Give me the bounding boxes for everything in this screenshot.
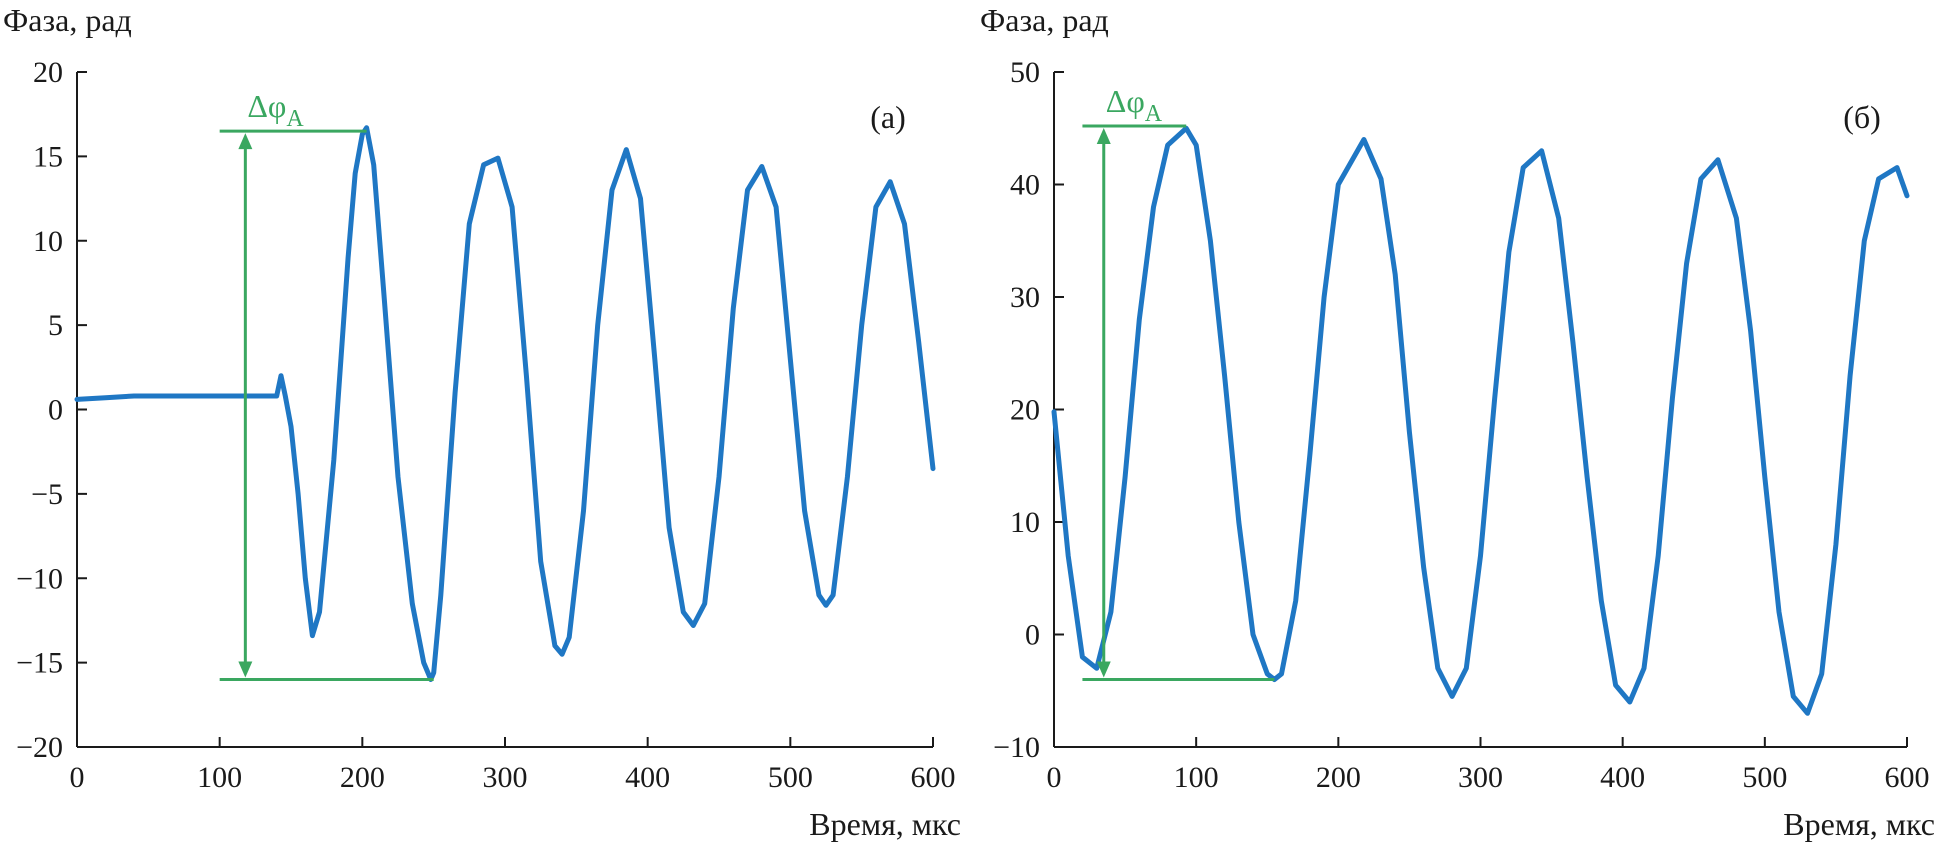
x-tick-label-b: 500 [1742, 761, 1787, 794]
delta-phi-subscript: A [1145, 101, 1163, 127]
y-tick-label-a: 5 [48, 309, 63, 342]
panel-label-b: (б) [1843, 99, 1881, 135]
y-tick-label-b: 50 [1010, 56, 1040, 89]
delta-phi-arrowhead-down-a [238, 661, 253, 678]
phase-series-line-a [74, 125, 936, 682]
y-tick-label-a: −10 [16, 562, 63, 595]
y-tick-label-b: 20 [1010, 394, 1040, 427]
delta-phi-arrowhead-down-b [1096, 661, 1111, 678]
x-axis-title-b: Время, мкс [1783, 806, 1935, 842]
y-tick-label-b: 30 [1010, 281, 1040, 314]
y-axis-title-a: Фаза, рад [3, 2, 132, 38]
x-tick-label-a: 400 [625, 761, 670, 794]
y-tick-label-b: 10 [1010, 506, 1040, 539]
delta-phi-label-a: ΔφA [247, 88, 304, 132]
phase-series-line-b [1051, 125, 1910, 716]
x-tick-label-b: 200 [1316, 761, 1361, 794]
x-tick-label-a: 500 [768, 761, 813, 794]
delta-phi-label-b: ΔφA [1106, 83, 1163, 127]
delta-phi-symbol: Δφ [1106, 83, 1145, 119]
x-axis-title-a: Время, мкс [809, 806, 961, 842]
y-tick-label-a: 15 [33, 140, 63, 173]
y-tick-label-a: −20 [16, 731, 63, 764]
x-tick-label-a: 0 [70, 761, 85, 794]
y-tick-label-a: 0 [48, 394, 63, 427]
x-tick-label-b: 100 [1174, 761, 1219, 794]
delta-phi-subscript: A [286, 106, 304, 132]
delta-phi-arrowhead-up-a [238, 133, 253, 150]
y-tick-label-a: −15 [16, 647, 63, 680]
chart-panel-a: 0 100 200 300 400 500 600 −20 −15 −10 −5 0 5 10 15 20 Фа… [3, 2, 961, 842]
x-tick-label-b: 600 [1885, 761, 1930, 794]
x-tick-label-a: 200 [340, 761, 385, 794]
y-tick-label-a: 20 [33, 56, 63, 89]
y-axis-title-b: Фаза, рад [980, 2, 1109, 38]
delta-phi-arrowhead-up-b [1096, 128, 1111, 144]
y-tick-label-b: 0 [1025, 619, 1040, 652]
x-tick-label-b: 300 [1458, 761, 1503, 794]
delta-phi-symbol: Δφ [247, 88, 286, 124]
x-tick-label-a: 600 [911, 761, 956, 794]
x-tick-label-a: 100 [197, 761, 242, 794]
y-tick-label-b: −10 [993, 731, 1040, 764]
y-tick-label-a: −5 [31, 478, 63, 511]
x-tick-label-b: 0 [1047, 761, 1062, 794]
x-tick-label-b: 400 [1600, 761, 1645, 794]
y-tick-label-a: 10 [33, 225, 63, 258]
y-tick-label-b: 40 [1010, 169, 1040, 202]
x-tick-label-a: 300 [483, 761, 528, 794]
panel-label-a: (а) [870, 99, 906, 135]
